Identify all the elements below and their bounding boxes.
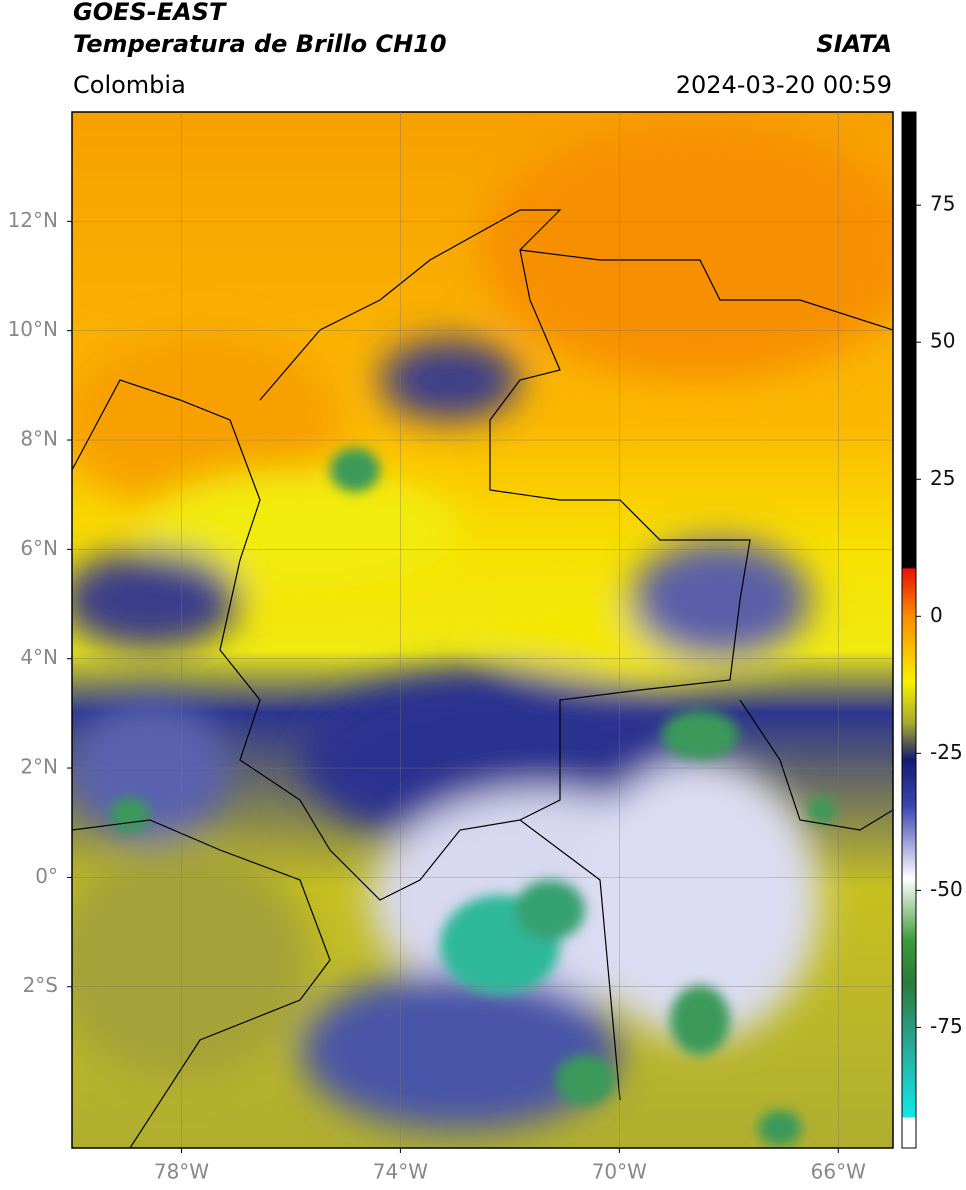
lon-tick-label: 74°W xyxy=(373,1160,428,1184)
lat-tick-label: 0° xyxy=(35,864,58,888)
colorbar-tick-label: -25 xyxy=(930,740,963,764)
map-frame xyxy=(71,111,894,1149)
imagery xyxy=(72,112,893,1148)
lat-tick-label: 4°N xyxy=(20,645,58,669)
colorbar-tick-label: 0 xyxy=(930,603,943,627)
lat-tick-label: 2°S xyxy=(23,973,58,997)
colorbar-tick-label: -50 xyxy=(930,877,963,901)
lat-tick-label: 8°N xyxy=(20,427,58,451)
graticule: 12°N 10°N 8°N 6°N 4°N 2°N 0° 2°S 78°W 74°W 70°W 66°… xyxy=(8,112,893,1184)
colorbar-tick-label: 75 xyxy=(930,192,955,216)
colorbar-tick-label: -75 xyxy=(930,1014,963,1038)
lon-tick-label: 78°W xyxy=(154,1160,209,1184)
product: Temperatura de Brillo CH10 xyxy=(73,30,447,58)
colorbar-ticks: 75 50 25 0 -25 -50 -75 xyxy=(916,192,963,1038)
lat-tick-label: 6°N xyxy=(20,536,58,560)
lat-tick-label: 10°N xyxy=(8,317,58,341)
colorbar xyxy=(901,111,917,1149)
region: Colombia xyxy=(73,71,186,99)
colorbar-tick-label: 25 xyxy=(930,466,955,490)
lat-tick-label: 12°N xyxy=(8,208,58,232)
colorbar-tick-label: 50 xyxy=(930,329,955,353)
lon-tick-label: 66°W xyxy=(811,1160,866,1184)
source: SIATA xyxy=(816,30,892,58)
datetime: 2024-03-20 00:59 xyxy=(676,71,892,99)
lon-tick-label: 70°W xyxy=(592,1160,647,1184)
lat-tick-label: 2°N xyxy=(20,755,58,779)
satellite: GOES-EAST xyxy=(73,0,227,26)
